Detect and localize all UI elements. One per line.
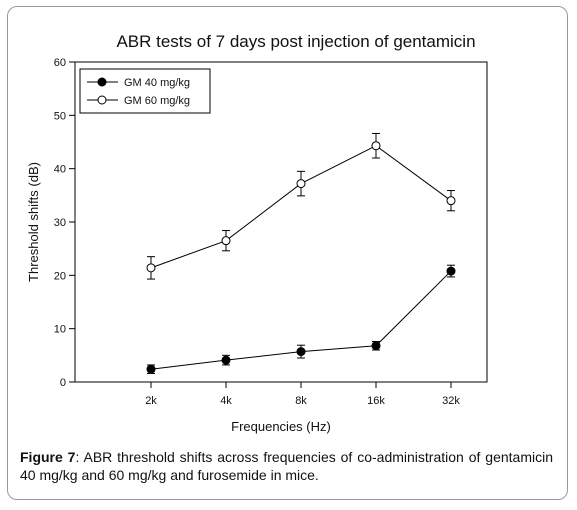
legend-box (79, 68, 211, 114)
series-gm-40-mg-kg (146, 264, 456, 374)
series-line-gm-60-mg-kg (150, 145, 452, 269)
y-tick-label: 60 (54, 57, 66, 69)
data-point (221, 355, 231, 365)
caption-text: : ABR threshold shifts across frequencie… (20, 449, 553, 483)
x-tick-label: 32k (442, 395, 460, 407)
caption-label: Figure 7 (20, 449, 76, 465)
y-tick-label: 50 (54, 110, 66, 122)
series-layer (146, 132, 456, 374)
legend-marker-gm60 (97, 95, 107, 105)
series-gm-60-mg-kg (146, 132, 456, 280)
data-point (221, 236, 231, 246)
x-axis: 2k 4k 8k 16k 32k (145, 382, 460, 407)
data-point (371, 341, 381, 351)
legend-label-gm60: GM 60 mg/kg (124, 95, 190, 107)
x-tick-label: 8k (295, 395, 307, 407)
y-tick-label: 10 (54, 324, 66, 336)
data-point (446, 196, 456, 206)
legend: GM 40 mg/kg GM 60 mg/kg (79, 68, 211, 114)
data-point (371, 141, 381, 151)
data-point (146, 263, 156, 273)
y-tick-label: 0 (60, 377, 66, 389)
y-tick-label: 30 (54, 217, 66, 229)
y-axis-label: Threshold shifts (dB) (26, 162, 41, 282)
y-tick-label: 20 (54, 270, 66, 282)
x-axis-label: Frequencies (Hz) (231, 419, 331, 434)
data-point (296, 347, 306, 357)
x-tick-label: 4k (220, 395, 232, 407)
legend-label-gm40: GM 40 mg/kg (124, 77, 190, 89)
figure-caption: Figure 7: ABR threshold shifts across fr… (20, 448, 553, 484)
legend-marker-gm40 (97, 77, 107, 87)
chart-title: ABR tests of 7 days post injection of ge… (116, 32, 475, 51)
data-point (146, 364, 156, 374)
data-point (296, 179, 306, 189)
x-tick-label: 2k (145, 395, 157, 407)
abr-chart: ABR tests of 7 days post injection of ge… (26, 32, 488, 434)
y-axis: 0 10 20 30 40 50 60 (54, 57, 75, 389)
data-point (446, 266, 456, 276)
x-tick-label: 16k (367, 395, 385, 407)
y-tick-label: 40 (54, 164, 66, 176)
